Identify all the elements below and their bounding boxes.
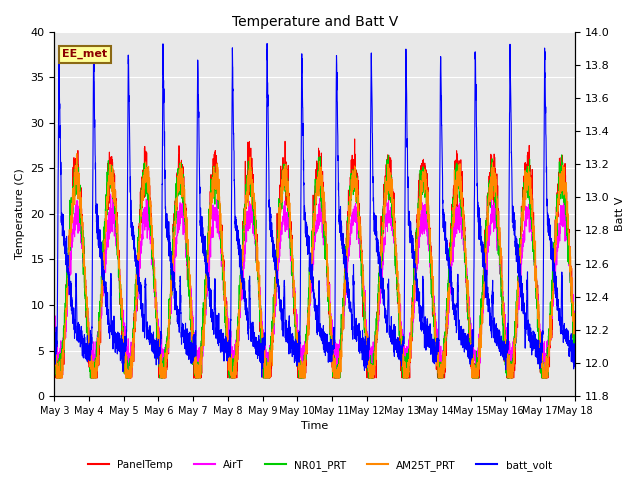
Y-axis label: Batt V: Batt V [615,197,625,231]
Title: Temperature and Batt V: Temperature and Batt V [232,15,397,29]
Text: EE_met: EE_met [62,49,108,60]
X-axis label: Time: Time [301,421,328,432]
Legend: PanelTemp, AirT, NR01_PRT, AM25T_PRT, batt_volt: PanelTemp, AirT, NR01_PRT, AM25T_PRT, ba… [84,456,556,475]
Y-axis label: Temperature (C): Temperature (C) [15,168,25,259]
